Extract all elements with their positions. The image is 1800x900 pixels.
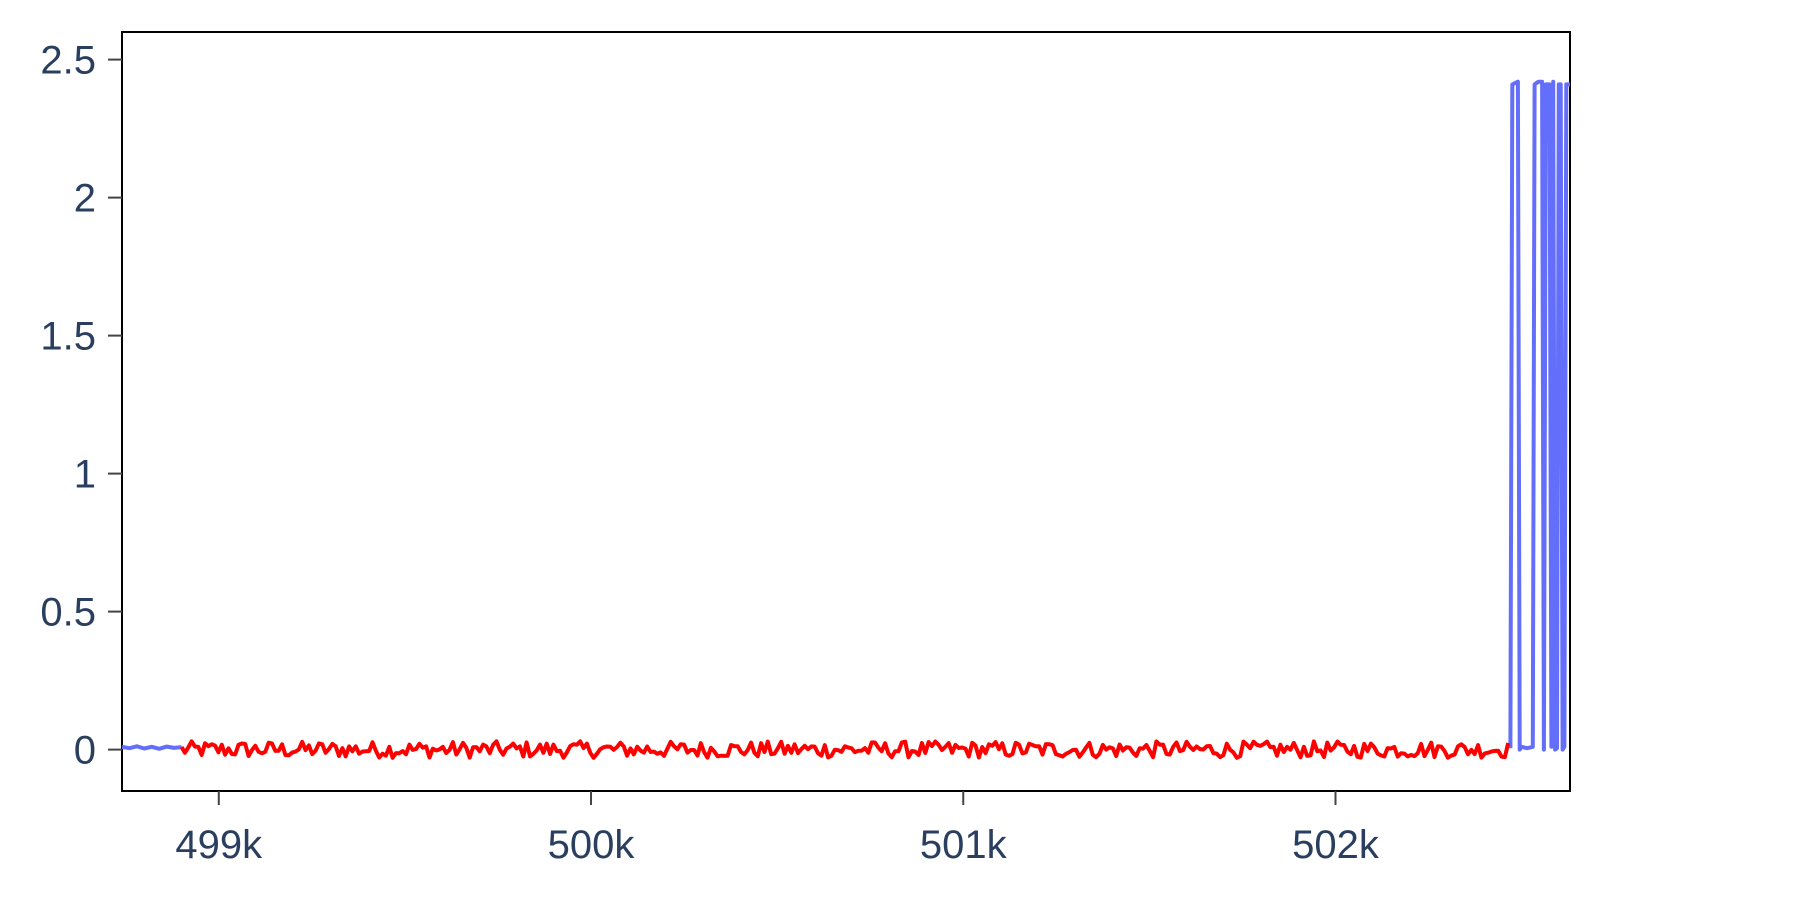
y-tick-label-4: 2 [74, 177, 96, 221]
plot-frame [121, 31, 1571, 792]
y-tick-label-1: 0.5 [40, 591, 96, 635]
series-0-line-1 [1508, 79, 1570, 752]
plot-area [121, 31, 1571, 792]
y-tick-label-0: 0 [74, 729, 96, 773]
y-axis: 0 0.5 1 1.5 2 2.5 [40, 39, 122, 773]
x-tick-label-0: 499k [175, 823, 263, 867]
series-1 [179, 739, 1511, 760]
series-0-line-0 [122, 744, 182, 751]
x-tick-label-1: 500k [548, 823, 636, 867]
y-tick-label-5: 2.5 [40, 39, 96, 83]
x-tick-label-2: 501k [920, 823, 1008, 867]
x-tick-label-3: 502k [1292, 823, 1380, 867]
y-tick-label-3: 1.5 [40, 315, 96, 359]
series-0 [122, 79, 1570, 752]
x-axis: 499k 500k 501k 502k [175, 791, 1380, 867]
series-layer [122, 79, 1570, 760]
series-1-line-0 [179, 739, 1511, 760]
y-tick-label-2: 1 [74, 453, 96, 497]
